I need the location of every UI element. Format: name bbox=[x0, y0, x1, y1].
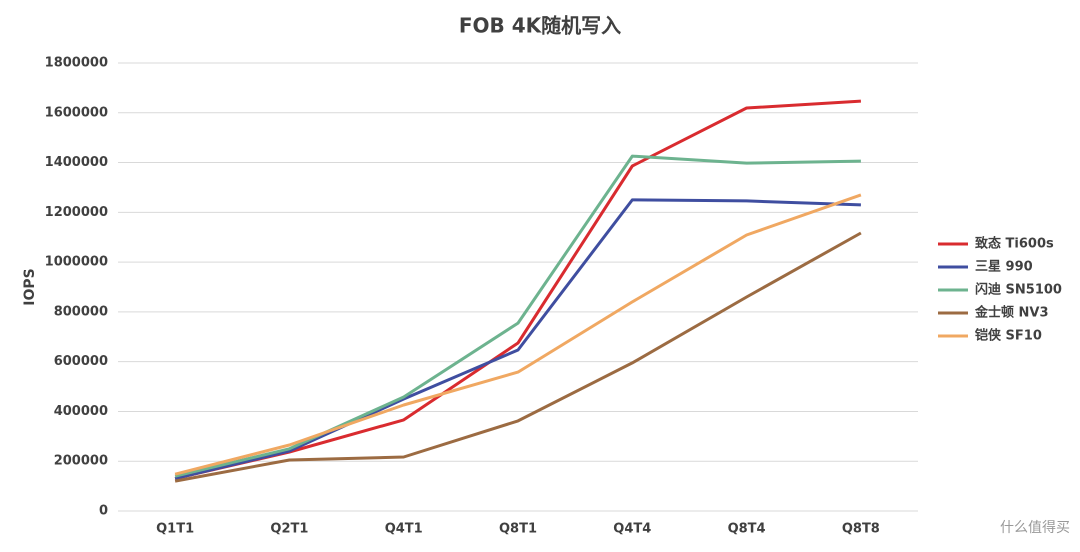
chart-title: FOB 4K随机写入 bbox=[459, 14, 621, 38]
y-tick-label: 1200000 bbox=[45, 205, 108, 220]
y-tick-label: 400000 bbox=[54, 404, 108, 419]
legend-label: 三星 990 bbox=[975, 260, 1033, 275]
legend-label: 金士顿 NV3 bbox=[974, 305, 1049, 321]
x-tick-label: Q8T1 bbox=[499, 522, 537, 537]
legend-label: 铠侠 SF10 bbox=[975, 328, 1042, 344]
y-tick-label: 1600000 bbox=[45, 105, 108, 120]
y-tick-label: 600000 bbox=[54, 354, 108, 369]
y-axis-label: IOPS bbox=[22, 268, 38, 305]
y-tick-label: 1800000 bbox=[45, 56, 108, 71]
y-tick-label: 1400000 bbox=[45, 155, 108, 170]
series-line bbox=[174, 154, 861, 478]
y-tick-label: 1000000 bbox=[45, 255, 108, 270]
y-tick-label: 0 bbox=[99, 504, 108, 519]
x-tick-label: Q1T1 bbox=[156, 522, 194, 537]
x-tick-label: Q8T8 bbox=[842, 522, 880, 537]
legend-label: 闪迪 SN5100 bbox=[975, 282, 1062, 298]
x-tick-label: Q4T4 bbox=[613, 522, 651, 537]
series-line bbox=[174, 193, 862, 476]
y-tick-label: 800000 bbox=[54, 304, 108, 319]
series-line bbox=[174, 231, 862, 483]
legend-label: 致态 Ti600s bbox=[975, 236, 1054, 252]
x-tick-label: Q4T1 bbox=[385, 522, 423, 537]
y-tick-label: 200000 bbox=[54, 454, 108, 469]
x-tick-label: Q2T1 bbox=[270, 522, 308, 537]
watermark: 什么值得买 bbox=[1000, 519, 1070, 536]
series-line bbox=[174, 198, 861, 481]
x-tick-label: Q8T4 bbox=[728, 522, 766, 537]
